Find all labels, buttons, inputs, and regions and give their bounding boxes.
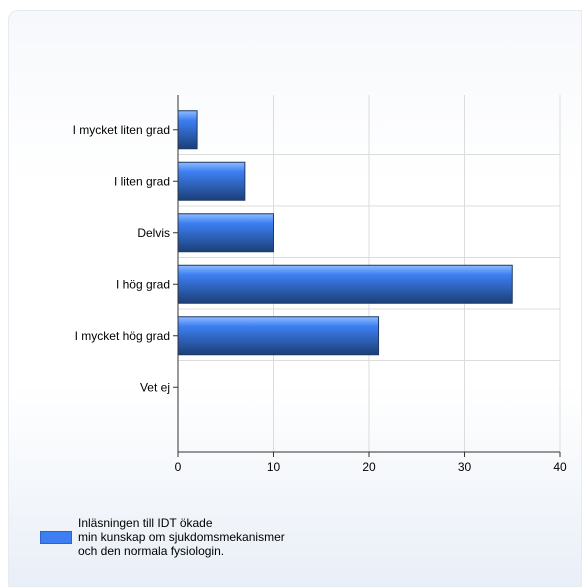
bars bbox=[177, 110, 513, 356]
category-label: I mycket liten grad bbox=[73, 123, 170, 137]
axes bbox=[173, 95, 561, 457]
x-tick-label: 10 bbox=[267, 460, 281, 474]
bar bbox=[177, 316, 380, 356]
x-tick-label: 20 bbox=[362, 460, 376, 474]
labels: 0 10 20 30 40 I mycket liten grad I liten grad… bbox=[73, 123, 567, 474]
category-label: I liten grad bbox=[114, 174, 170, 188]
bar bbox=[177, 110, 198, 150]
legend-swatch bbox=[40, 530, 72, 544]
bar bbox=[177, 264, 513, 304]
category-label: I hög grad bbox=[116, 277, 170, 291]
x-tick-label: 40 bbox=[553, 460, 567, 474]
legend: Inläsningen till IDT ökade min kunskap o… bbox=[40, 516, 285, 558]
legend-label: Inläsningen till IDT ökade min kunskap o… bbox=[78, 516, 285, 558]
category-label: Delvis bbox=[137, 226, 170, 240]
x-tick-label: 0 bbox=[175, 460, 182, 474]
bar bbox=[177, 213, 274, 253]
category-label: Vet ej bbox=[140, 380, 170, 394]
bar bbox=[177, 161, 246, 201]
category-label: I mycket hög grad bbox=[75, 329, 170, 343]
x-tick-label: 30 bbox=[458, 460, 472, 474]
